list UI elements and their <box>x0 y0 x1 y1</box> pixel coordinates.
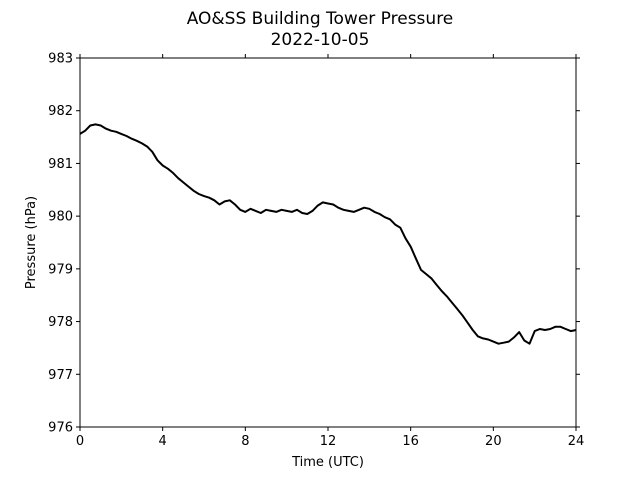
y-tick-label: 981 <box>48 157 73 172</box>
x-tick-label: 8 <box>241 434 249 449</box>
x-tick-label: 12 <box>320 434 337 449</box>
x-axis-label: Time (UTC) <box>291 455 364 470</box>
series-line <box>79 123 577 345</box>
y-tick-label: 980 <box>48 210 73 225</box>
y-axis-label: Pressure (hPa) <box>24 196 39 289</box>
chart-title: AO&SS Building Tower Pressure <box>187 9 454 29</box>
y-tick-label: 977 <box>48 368 73 383</box>
x-tick-label: 16 <box>402 434 419 449</box>
chart-subtitle: 2022-10-05 <box>271 30 370 50</box>
y-tick-label: 979 <box>48 262 73 277</box>
y-tick-label: 976 <box>48 421 73 436</box>
y-tick-label: 983 <box>48 52 73 67</box>
y-tick-label: 978 <box>48 315 73 330</box>
x-axis: 0 4 8 12 16 20 24 <box>76 54 584 449</box>
y-axis: 976 977 978 979 980 981 982 983 <box>48 52 580 436</box>
y-tick-label: 982 <box>48 104 73 119</box>
x-tick-label: 0 <box>76 434 84 449</box>
x-tick-label: 24 <box>568 434 585 449</box>
x-tick-label: 20 <box>485 434 502 449</box>
x-tick-label: 4 <box>159 434 167 449</box>
